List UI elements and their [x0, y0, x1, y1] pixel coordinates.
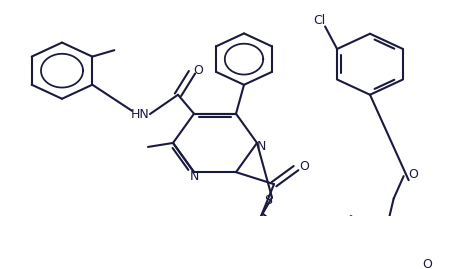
Text: O: O — [299, 160, 309, 173]
Text: HN: HN — [130, 108, 149, 121]
Text: N: N — [189, 171, 199, 183]
Text: O: O — [423, 258, 432, 269]
Text: Cl: Cl — [313, 14, 325, 27]
Text: N: N — [256, 140, 266, 153]
Text: S: S — [264, 194, 272, 207]
Text: O: O — [409, 168, 419, 181]
Text: O: O — [193, 64, 203, 77]
